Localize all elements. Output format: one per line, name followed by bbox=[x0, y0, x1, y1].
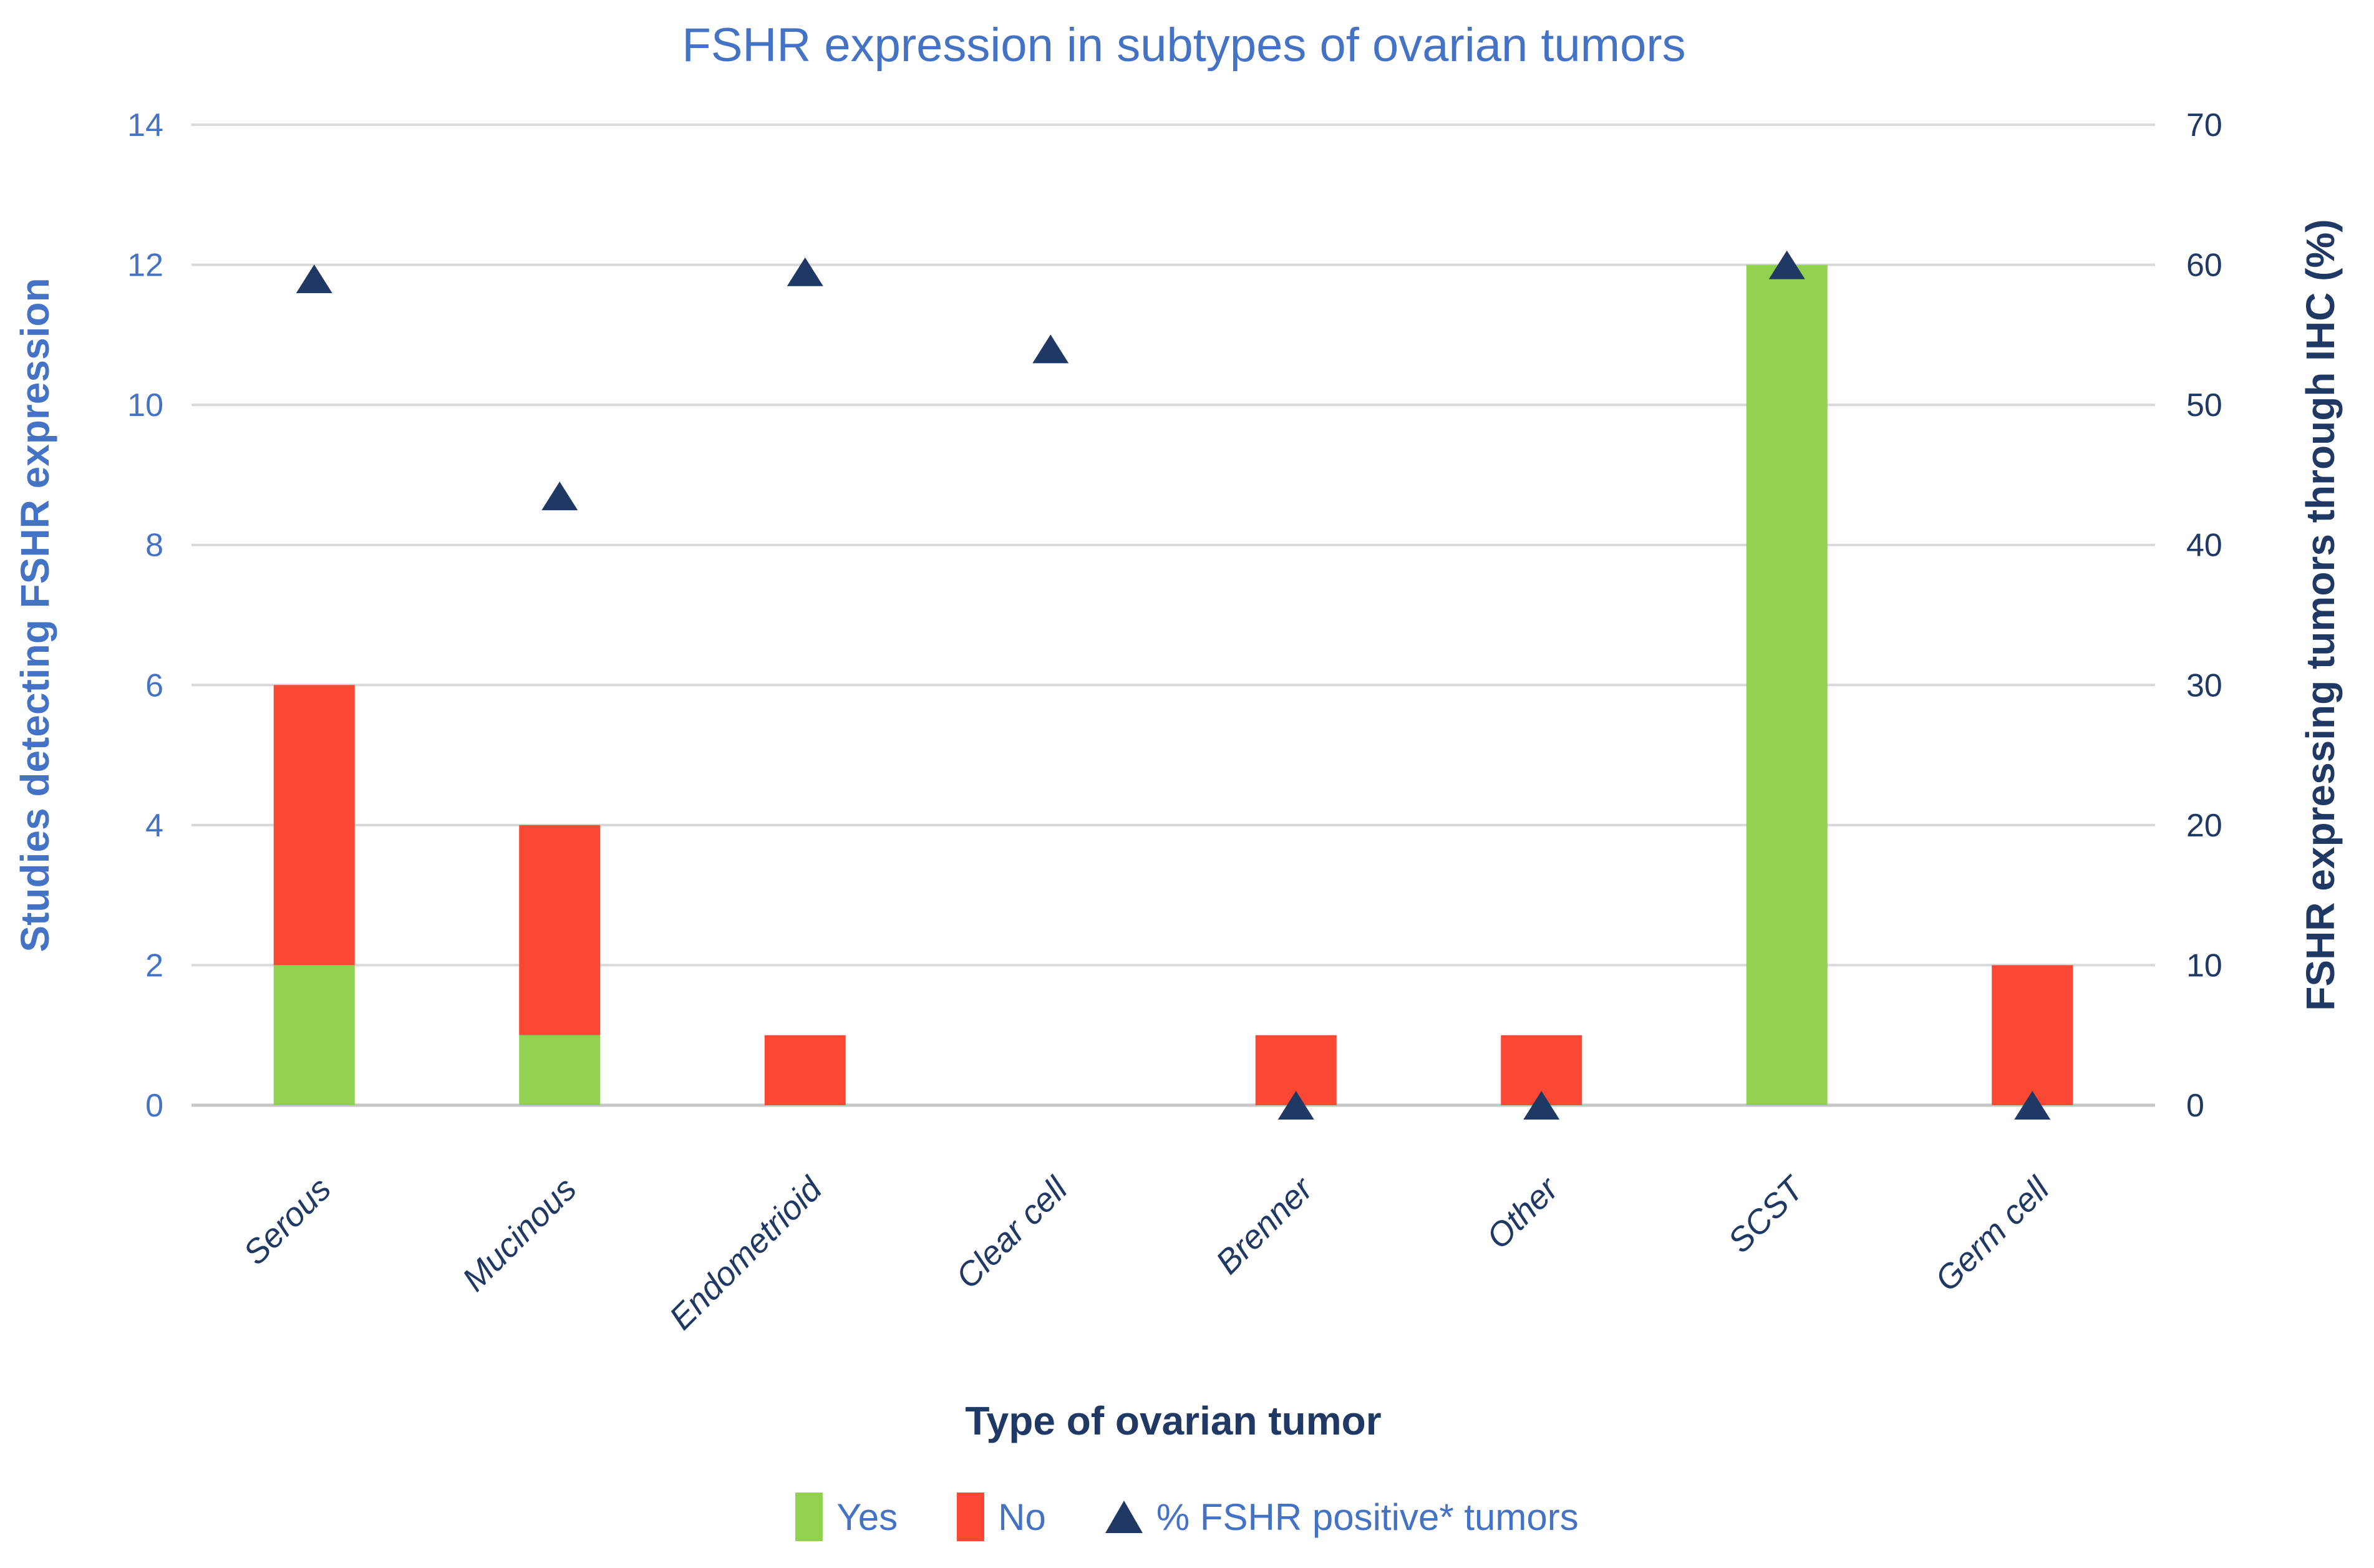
right-axis-tick-50: 50 bbox=[2186, 387, 2222, 423]
marker-percent-mucinous bbox=[541, 482, 578, 511]
x-axis-label-other: Other bbox=[1480, 1169, 1566, 1256]
chart-title: FSHR expression in subtypes of ovarian t… bbox=[682, 19, 1685, 72]
left-axis-tick-2: 2 bbox=[145, 947, 163, 984]
no-series-swatch bbox=[957, 1493, 985, 1541]
x-axis-labels-layer: Serous Mucinous Endometrioid Clear cell Bren… bbox=[236, 1168, 2057, 1337]
legend-item-no: No bbox=[957, 1493, 1046, 1541]
legend-label-percent: % FSHR positive* tumors bbox=[1156, 1496, 1579, 1538]
left-axis-tick-6: 6 bbox=[145, 667, 163, 704]
x-axis-label-brenner: Brenner bbox=[1209, 1169, 1321, 1282]
x-axis-label-scst: SCST bbox=[1721, 1168, 1813, 1260]
triangle-marker-icon bbox=[1105, 1501, 1143, 1533]
marker-percent-clear-cell bbox=[1032, 334, 1069, 364]
legend-item-percent: % FSHR positive* tumors bbox=[1105, 1496, 1579, 1539]
left-axis-tick-0: 0 bbox=[145, 1088, 163, 1124]
scatter-markers-layer bbox=[296, 250, 2051, 1120]
right-axis-tick-70: 70 bbox=[2186, 107, 2222, 143]
right-axis-tick-20: 20 bbox=[2186, 808, 2222, 844]
bar-mucinous-yes bbox=[519, 1035, 601, 1105]
left-axis-tick-8: 8 bbox=[145, 528, 163, 564]
axis-ticks-layer: 0 0 2 10 4 20 6 30 8 40 10 50 12 60 14 70 bbox=[127, 107, 2222, 1124]
left-axis-tick-12: 12 bbox=[127, 248, 163, 284]
gridlines-layer bbox=[191, 123, 2155, 1107]
x-axis-label-clear-cell: Clear cell bbox=[949, 1169, 1075, 1296]
left-axis-title: Studies detecting FSHR expression bbox=[12, 278, 57, 952]
left-axis-tick-14: 14 bbox=[127, 107, 163, 143]
legend: Yes No % FSHR positive* tumors bbox=[0, 1487, 2374, 1547]
bar-endometrioid-no bbox=[764, 1035, 846, 1105]
marker-percent-serous bbox=[296, 264, 332, 294]
x-axis-label-mucinous: Mucinous bbox=[455, 1170, 584, 1299]
bar-germ-cell-no bbox=[1992, 965, 2073, 1105]
left-axis-tick-4: 4 bbox=[145, 808, 163, 844]
right-axis-title: FSHR expressing tumors through IHC (%) bbox=[2298, 219, 2343, 1010]
x-axis-label-serous: Serous bbox=[236, 1170, 338, 1272]
legend-label-yes: Yes bbox=[836, 1496, 898, 1538]
legend-label-no: No bbox=[998, 1496, 1046, 1538]
x-axis-label-germ-cell: Germ cell bbox=[1928, 1169, 2057, 1299]
marker-percent-scst bbox=[1768, 250, 1805, 279]
marker-percent-germ-cell bbox=[2014, 1091, 2051, 1120]
bar-scst-yes bbox=[1746, 264, 1828, 1106]
bar-mucinous-no bbox=[519, 825, 601, 1035]
marker-percent-brenner bbox=[1277, 1091, 1314, 1120]
legend-item-yes: Yes bbox=[795, 1493, 898, 1541]
bars-layer bbox=[273, 264, 2073, 1106]
right-axis-tick-40: 40 bbox=[2186, 528, 2222, 564]
bar-serous-no bbox=[273, 685, 355, 965]
x-axis-title: Type of ovarian tumor bbox=[965, 1398, 1381, 1443]
yes-series-swatch bbox=[795, 1493, 823, 1541]
x-axis-label-endometrioid: Endometrioid bbox=[662, 1169, 830, 1337]
right-axis-tick-0: 0 bbox=[2186, 1088, 2204, 1124]
marker-percent-other bbox=[1523, 1091, 1560, 1120]
left-axis-tick-10: 10 bbox=[127, 387, 163, 423]
right-axis-tick-10: 10 bbox=[2186, 947, 2222, 984]
bar-serous-yes bbox=[273, 965, 355, 1105]
right-axis-tick-60: 60 bbox=[2186, 248, 2222, 284]
right-axis-tick-30: 30 bbox=[2186, 667, 2222, 704]
marker-percent-endometrioid bbox=[787, 257, 823, 286]
